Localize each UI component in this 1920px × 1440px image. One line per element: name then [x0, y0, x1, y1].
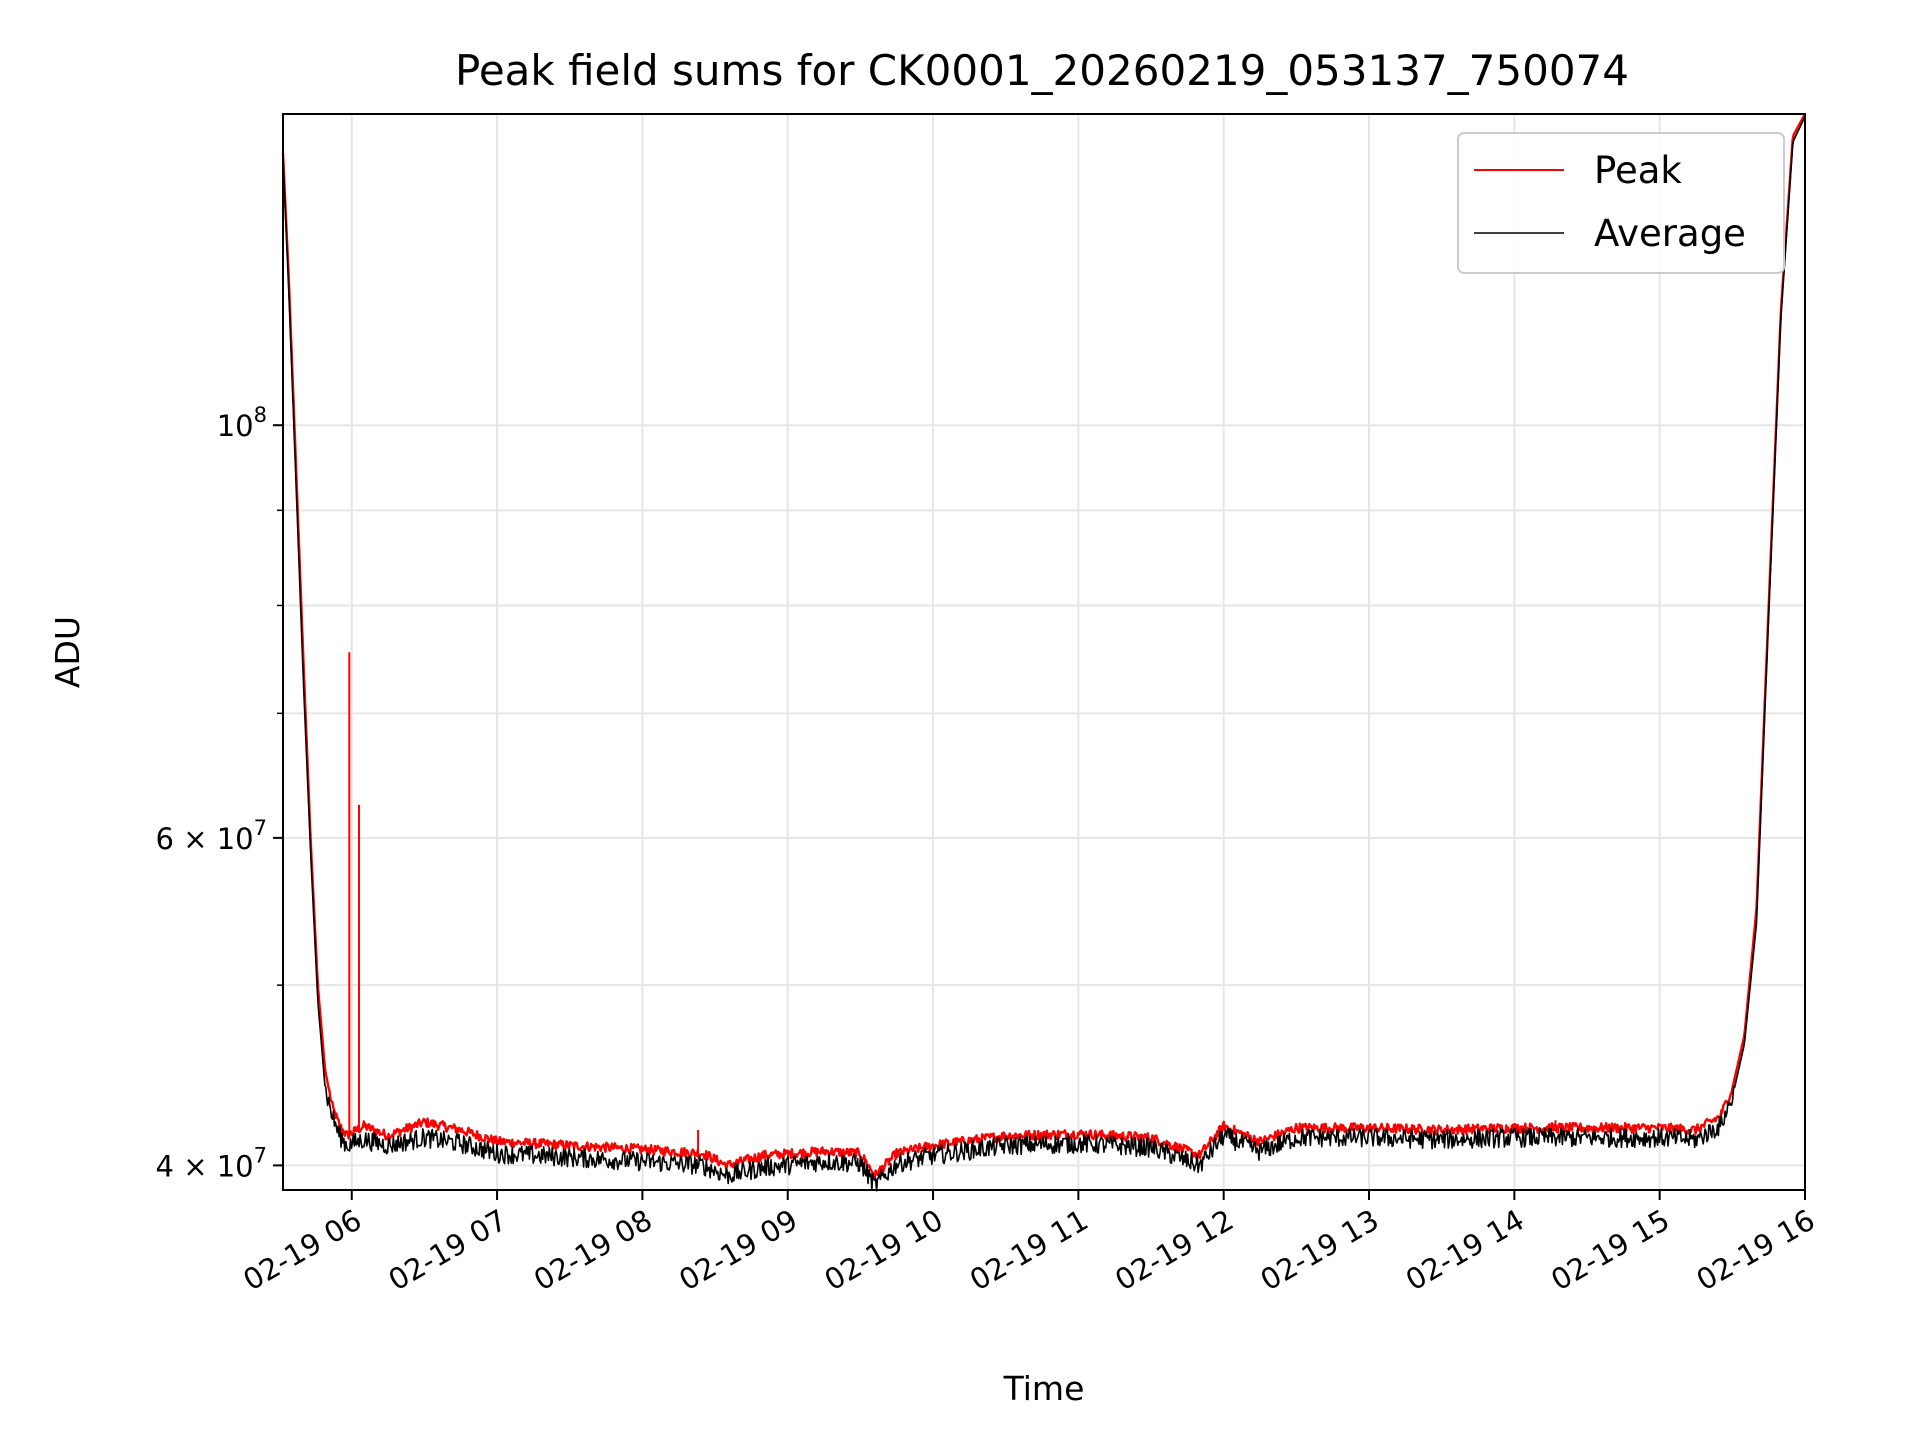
series-layer: [281, 113, 1807, 1192]
y-tick-mantissa: 4: [156, 1149, 184, 1183]
series-line-average: [282, 116, 1806, 1192]
y-tick-exponent: 7: [254, 1143, 267, 1167]
y-tick-exponent: 7: [254, 816, 267, 840]
y-tick-mantissa: 6: [156, 822, 184, 856]
legend: Peak Average: [1457, 132, 1785, 274]
y-tick-base: 10: [217, 1149, 254, 1183]
legend-label-average: Average: [1594, 212, 1746, 255]
chart-title: Peak field sums for CK0001_20260219_0531…: [455, 46, 1629, 95]
y-tick-base: 10: [217, 822, 254, 856]
legend-label-peak: Peak: [1594, 149, 1682, 192]
legend-box: [1457, 132, 1785, 274]
y-tick-base: 10: [217, 409, 254, 443]
y-tick-times: ×: [183, 1149, 217, 1183]
y-tick-exponent: 8: [254, 403, 267, 427]
y-tick-label: 4 × 107: [156, 1143, 267, 1183]
y-tick-label: 6 × 107: [156, 816, 267, 856]
y-tick-label: 108: [217, 403, 267, 443]
x-axis-label: Time: [1003, 1369, 1085, 1408]
series-line-peak: [281, 113, 1807, 1179]
y-tick-times: ×: [183, 822, 217, 856]
plot-frame: [282, 113, 1806, 1191]
y-axis-label: ADU: [48, 616, 87, 688]
